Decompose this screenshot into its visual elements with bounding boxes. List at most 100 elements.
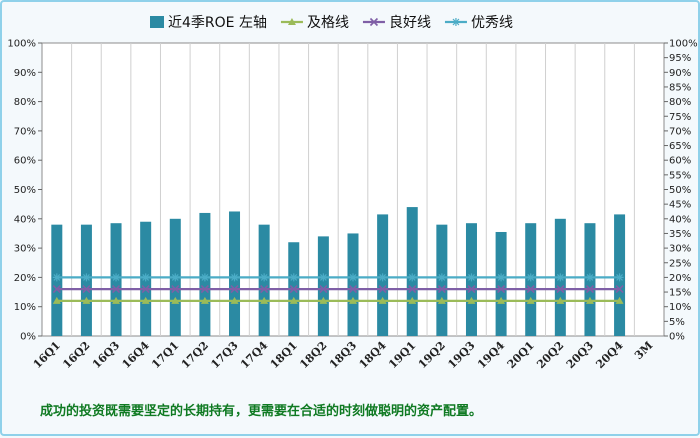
series-marker-1 — [319, 296, 328, 304]
y-right-tick-label: 10% — [669, 302, 691, 313]
x-tick-label: 16Q2 — [60, 339, 92, 371]
series-marker-3 — [526, 273, 535, 282]
legend-swatch — [150, 16, 164, 28]
x-tick-label: 17Q2 — [179, 339, 211, 371]
series-marker-3 — [52, 273, 61, 282]
y-right-tick-label: 30% — [669, 244, 691, 255]
y-right-tick-label: 5% — [669, 317, 685, 328]
series-marker-2 — [111, 285, 121, 294]
series-marker-3 — [141, 273, 150, 282]
y-right-tick-label: 80% — [669, 97, 691, 108]
legend-marker — [287, 18, 296, 25]
y-right-tick-label: 55% — [669, 170, 691, 181]
x-tick-label: 19Q2 — [416, 339, 448, 371]
x-tick-label: 19Q1 — [386, 339, 418, 371]
y-right-tick-label: 65% — [669, 141, 691, 152]
x-tick-label: 17Q1 — [149, 339, 181, 371]
y-left-tick-label: 40% — [14, 214, 36, 225]
series-marker-3 — [437, 273, 446, 282]
legend-item-3: 良好线 — [362, 15, 431, 31]
legend-item-1: 近4季ROE 左轴 — [150, 15, 267, 31]
roe-bar — [347, 233, 359, 336]
series-marker-3 — [378, 273, 387, 282]
y-right-tick-label: 25% — [669, 258, 691, 269]
y-right-tick-label: 90% — [669, 68, 691, 79]
y-left-tick-label: 0% — [20, 332, 36, 343]
series-marker-3 — [260, 273, 269, 282]
y-right-tick-label: 85% — [669, 82, 691, 93]
roe-bar — [317, 236, 329, 336]
series-marker-1 — [349, 296, 357, 304]
x-tick-label: 19Q4 — [475, 339, 507, 371]
series-marker-1 — [408, 296, 417, 304]
y-right-tick-label: 95% — [669, 53, 691, 64]
series-marker-3 — [408, 273, 417, 282]
series-marker-1 — [230, 296, 239, 304]
series-marker-1 — [615, 296, 624, 304]
series-marker-3 — [615, 273, 624, 282]
x-tick-label: 20Q3 — [564, 339, 596, 371]
y-right-tick-label: 100% — [669, 39, 698, 50]
legend-item-2: 及格线 — [280, 15, 349, 31]
series-marker-3 — [200, 273, 209, 282]
roe-bar — [406, 207, 418, 336]
series-marker-1 — [52, 296, 61, 304]
y-left-tick-label: 20% — [14, 273, 36, 284]
y-right-tick-label: 40% — [669, 214, 691, 225]
footnote: 成功的投资既需要坚定的长期持有，更需要在合适的时刻做聪明的资产配置。 — [40, 404, 483, 419]
y-left-tick-label: 90% — [14, 68, 36, 79]
x-tick-label: 20Q1 — [505, 339, 537, 371]
series-marker-3 — [497, 273, 506, 282]
series-marker-3 — [171, 273, 180, 282]
legend-label: 及格线 — [307, 15, 349, 31]
series-marker-2 — [497, 285, 506, 294]
series-marker-2 — [378, 285, 387, 294]
series-marker-3 — [289, 273, 298, 282]
series-marker-3 — [82, 273, 91, 282]
legend-label: 近4季ROE 左轴 — [168, 15, 267, 31]
y-right-tick-label: 70% — [669, 126, 691, 137]
series-marker-2 — [230, 285, 239, 294]
series-marker-1 — [200, 296, 209, 304]
y-right-tick-label: 45% — [669, 200, 691, 211]
series-marker-2 — [260, 285, 269, 294]
series-marker-3 — [585, 273, 594, 282]
x-tick-label: 16Q1 — [31, 339, 63, 371]
series-marker-3 — [112, 273, 121, 282]
x-tick-label: 20Q2 — [534, 339, 566, 371]
series-marker-2 — [615, 285, 624, 294]
series-marker-1 — [585, 296, 594, 304]
series-marker-2 — [526, 285, 535, 294]
series-marker-2 — [556, 285, 565, 294]
series-marker-2 — [408, 285, 417, 294]
x-tick-label: 18Q1 — [268, 339, 300, 371]
legend-marker — [369, 17, 379, 27]
series-marker-3 — [556, 273, 565, 282]
legend-marker — [451, 18, 460, 26]
x-tick-label: 20Q4 — [593, 339, 625, 371]
x-tick-label: 18Q3 — [327, 339, 359, 371]
y-right-tick-label: 15% — [669, 288, 691, 299]
series-marker-1 — [437, 296, 446, 304]
y-right-tick-label: 75% — [669, 112, 691, 123]
x-tick-label: 18Q4 — [357, 339, 389, 371]
series-marker-3 — [230, 273, 239, 282]
series-marker-2 — [319, 285, 328, 294]
series-marker-1 — [289, 296, 298, 304]
series-marker-2 — [200, 285, 209, 294]
y-right-tick-label: 35% — [669, 229, 691, 240]
series-marker-1 — [141, 296, 150, 304]
legend-item-4: 优秀线 — [444, 15, 513, 31]
y-left-tick-label: 50% — [14, 185, 36, 196]
x-tick-label: 16Q4 — [120, 339, 152, 371]
y-left-tick-label: 80% — [14, 97, 36, 108]
y-left-tick-label: 10% — [14, 302, 36, 313]
series-marker-2 — [348, 285, 358, 294]
x-tick-label: 17Q4 — [238, 339, 270, 371]
y-right-tick-label: 50% — [669, 185, 691, 196]
x-tick-label: 19Q3 — [445, 339, 477, 371]
series-marker-1 — [497, 296, 506, 304]
series-marker-2 — [171, 285, 180, 294]
x-tick-label: 18Q2 — [297, 339, 329, 371]
